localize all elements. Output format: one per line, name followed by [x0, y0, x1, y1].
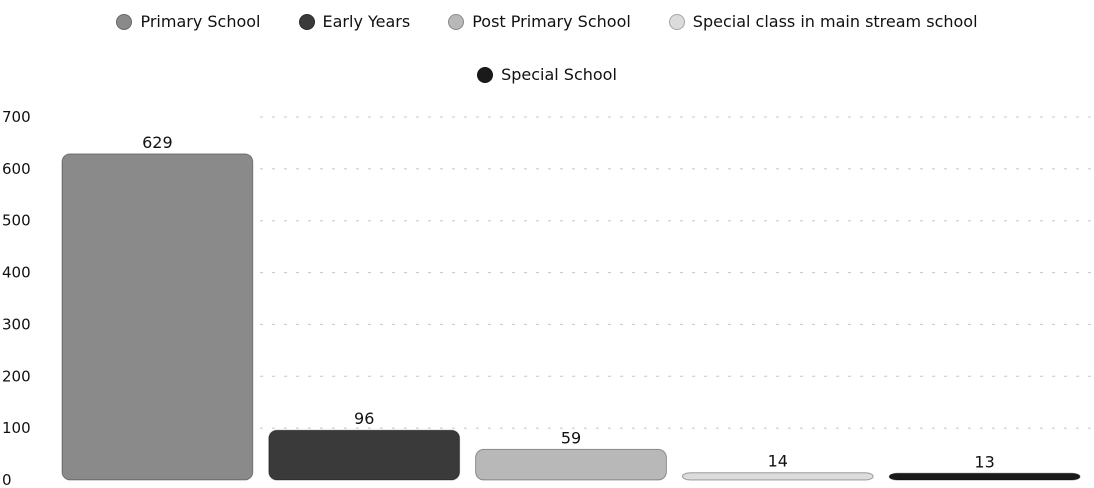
- legend-swatch: [668, 13, 685, 30]
- legend-label: Special School: [501, 65, 617, 84]
- legend-row: Special School: [0, 65, 1094, 84]
- bar: [681, 472, 874, 481]
- legend-swatch: [448, 13, 465, 30]
- legend-swatch: [477, 66, 494, 83]
- legend-swatch: [116, 13, 133, 30]
- y-tick-label: 100: [2, 419, 31, 437]
- legend-label: Primary School: [140, 12, 261, 31]
- data-label: 59: [561, 428, 581, 447]
- legend-item-special-class[interactable]: Special class in main stream school: [668, 12, 978, 31]
- legend-item-post-primary-school[interactable]: Post Primary School: [448, 12, 631, 31]
- legend-label: Early Years: [322, 12, 411, 31]
- data-label: 96: [354, 409, 374, 428]
- data-label: 629: [142, 133, 173, 152]
- legend-swatch: [298, 13, 315, 30]
- chart-legend: Primary School Early Years Post Primary …: [0, 0, 1094, 100]
- legend-label: Post Primary School: [472, 12, 631, 31]
- legend-row: Primary School Early Years Post Primary …: [0, 12, 1094, 31]
- y-tick-label: 600: [2, 160, 31, 178]
- bar: [888, 472, 1081, 481]
- y-tick-label: 700: [2, 108, 31, 126]
- legend-item-special-school[interactable]: Special School: [477, 65, 617, 84]
- y-tick-label: 400: [2, 264, 31, 282]
- y-tick-label: 500: [2, 212, 31, 230]
- legend-item-primary-school[interactable]: Primary School: [116, 12, 261, 31]
- bar: [61, 153, 254, 481]
- legend-item-early-years[interactable]: Early Years: [298, 12, 411, 31]
- y-tick-label: 200: [2, 367, 31, 385]
- legend-label: Special class in main stream school: [692, 12, 978, 31]
- data-label: 14: [768, 452, 788, 471]
- bar: [268, 429, 461, 481]
- data-label: 13: [974, 452, 994, 471]
- bar: [475, 448, 667, 481]
- y-tick-label: 0: [2, 471, 12, 488]
- y-tick-label: 300: [2, 315, 31, 333]
